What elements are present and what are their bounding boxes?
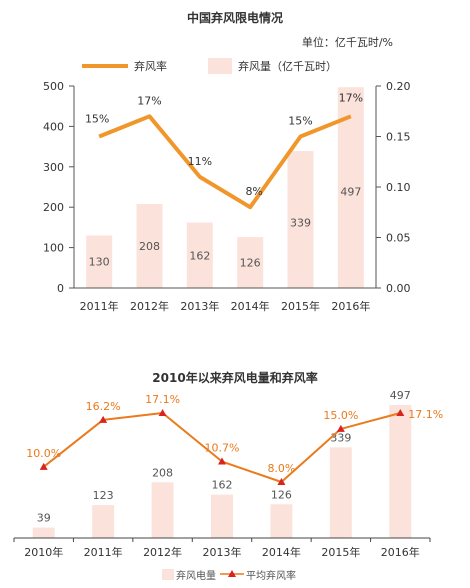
chart1-legend-bar-label: 弃风量（亿千瓦时） [238,59,337,73]
chart2-bar-value-label: 123 [93,489,114,502]
chart1-rate-label: 15% [85,113,109,126]
chart1-bar-value-label: 497 [340,186,361,199]
chart2-x-tick-label: 2013年 [203,545,242,559]
chart2-legend: 弃风电量 平均弃风率 [162,569,296,582]
chart2-bar-value-label: 208 [152,466,173,479]
chart2-legend-bar-swatch [162,569,174,580]
chart2-rate-marker [218,457,226,465]
chart1-legend-bar-swatch [208,58,232,74]
chart2-legend-line-label: 平均弃风率 [246,569,296,582]
chart2-bar-value-label: 162 [212,479,233,492]
chart1-right-tick-label: 0.00 [386,282,411,295]
chart1-x-tick-label: 2013年 [180,299,219,313]
chart2-bar [92,505,115,538]
chart2-rate-label: 15.0% [323,409,358,422]
chart1-x-tick-label: 2011年 [80,299,119,313]
chart1-left-tick-label: 200 [43,201,64,214]
chart2-rate-marker [39,462,48,470]
chart2-bar-value-label: 497 [390,389,411,402]
chart2-rate-marker [336,424,345,432]
chart2-bar-value-label: 39 [37,512,51,525]
chart2-x-tick-label: 2014年 [262,545,301,559]
chart1-bar-value-label: 126 [240,257,261,270]
chart1-rate-label: 8% [245,185,262,198]
chart2-x-tick-label: 2016年 [381,545,420,559]
chart2-bar [270,504,293,538]
chart1-bar [237,237,264,288]
chart1-rate-label: 17% [339,91,363,104]
chart1-left-tick-label: 100 [43,242,64,255]
chart1-x-tick-label: 2016年 [331,299,370,313]
chart2-x-tick-label: 2015年 [321,545,360,559]
chart2-rate-label: 16.2% [86,400,121,413]
chart2-rate-label: 10.7% [205,442,240,455]
chart2-bar [329,447,352,538]
chart1-legend-line-label: 弃风率 [134,59,167,73]
chart2-rate-label: 17.1% [145,393,180,406]
chart1-x-tick-label: 2014年 [231,299,270,313]
chart1-legend: 弃风率 弃风量（亿千瓦时） [82,58,337,74]
chart1-right-tick-label: 0.05 [386,232,411,245]
chart2-bar [211,494,233,538]
chart2-bar [389,405,412,538]
chart2-title: 2010年以来弃风电量和弃风率 [152,370,317,385]
chart1-rate-label: 15% [288,115,312,128]
chart2-axes: 2010年 2011年 2012年 2013年 2014年 2015年 2016年 [13,537,431,559]
chart1-right-tick-label: 0.10 [386,181,411,194]
chart2-rate-marker [277,478,286,485]
chart1-bar-value-label: 339 [290,216,311,229]
chart2-bars: 39 123 208 162 126 339 497 [32,389,412,538]
chart1-bar [287,151,314,288]
chart2-x-tick-label: 2012年 [143,545,182,559]
chart2-legend-bar-label: 弃风电量 [176,569,216,582]
chart1-rate-label: 11% [188,155,212,168]
chart1-right-tick-label: 0.20 [386,80,411,93]
chart1-bar [86,235,113,288]
chart1-rate-line [98,114,352,210]
chart2-bar [151,482,174,538]
chart2-rate-marker [99,415,108,423]
chart2-bar-value-label: 126 [271,488,292,501]
chart2-line: 10.0% 16.2% 17.1% 10.7% 8.0% 15.0% 17.1% [26,393,443,485]
chart1-bar [136,203,163,288]
chart2-legend-marker [228,570,236,577]
chart2-rate-marker [396,409,405,416]
chart1-bar-value-label: 130 [89,256,110,269]
chart1-rate-label: 17% [137,94,161,107]
chart2-x-tick-label: 2011年 [84,545,123,559]
chart1-title: 中国弃风限电情况 [187,10,283,25]
chart2-bar-value-label: 339 [330,431,351,444]
chart1-line: 15% 17% 11% 8% 15% 17% [85,91,363,210]
chart1-x-tick-label: 2012年 [130,299,169,313]
chart1-bar-value-label: 162 [189,249,210,262]
chart2-rate-label: 10.0% [26,447,61,460]
chart1-right-tick-label: 0.15 [386,131,411,144]
chart1-axes: 0 100 200 300 400 500 0.00 0.05 0.10 0.15 0.20 2011… [43,80,411,313]
chart1-x-tick-label: 2015年 [281,299,320,313]
chart1-left-tick-label: 300 [43,161,64,174]
chart1-bar-value-label: 208 [139,240,160,253]
chart1-left-tick-label: 400 [43,120,64,133]
chart1-left-tick-label: 500 [43,80,64,93]
chart2-x-tick-label: 2010年 [24,545,63,559]
chart2-rate-label: 8.0% [267,462,295,475]
chart1-left-tick-label: 0 [57,282,64,295]
chart2-rate-label: 17.1% [408,408,443,421]
chart2-bar [32,527,55,538]
chart1-bar [186,222,213,288]
chart1-unit-note: 单位：亿千瓦时/% [302,35,393,49]
chart1-bars: 130 208 162 126 339 497 [86,87,364,288]
chart2-rate-marker [158,409,167,416]
